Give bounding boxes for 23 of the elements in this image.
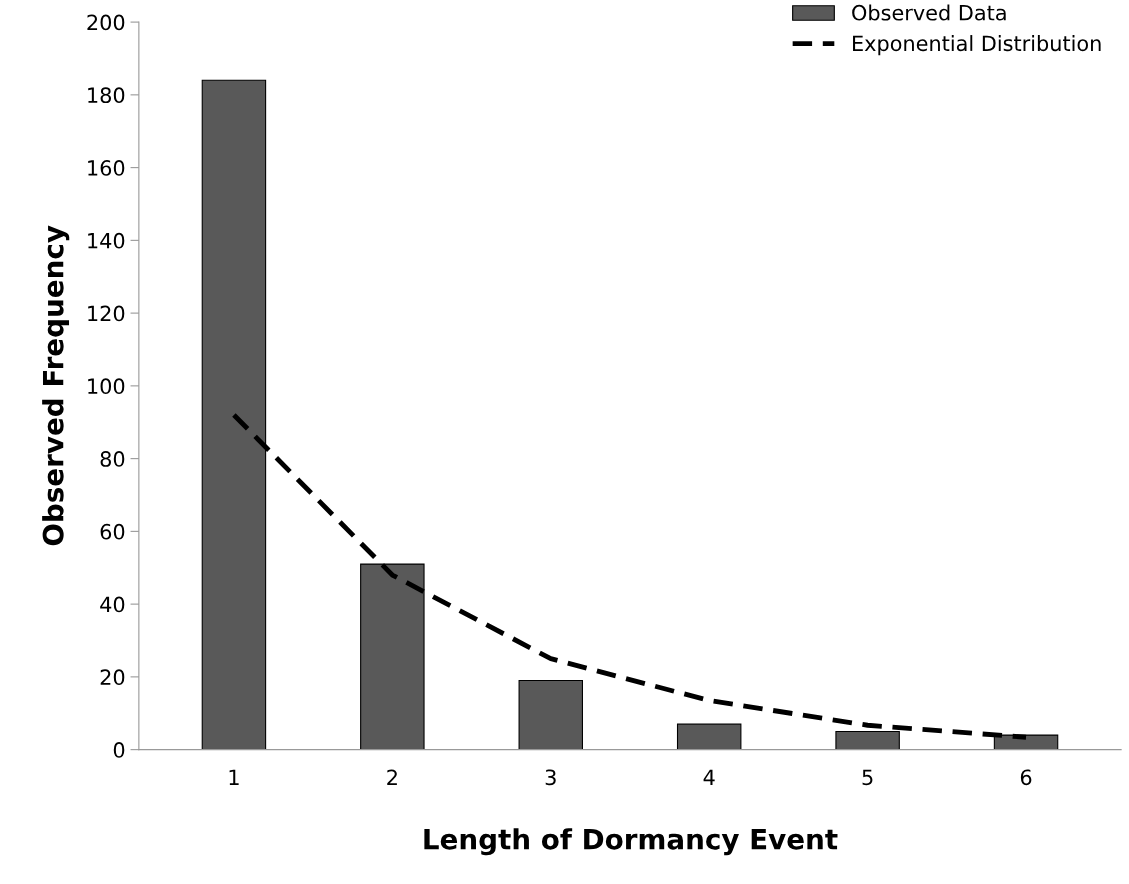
y-tick-label: 40	[100, 596, 125, 613]
y-tick-label: 20	[100, 669, 125, 686]
y-tick-label: 180	[88, 87, 125, 104]
y-tick-label: 140	[88, 232, 125, 249]
y-tick-label: 0	[113, 742, 125, 758]
y-tick-label: 100	[88, 378, 125, 395]
y-tick-label: 80	[100, 451, 125, 467]
y-tick-label: 120	[88, 305, 125, 322]
y-axis-title: Observed Frequency	[42, 225, 70, 546]
legend-label: Observed Data	[852, 4, 1006, 21]
y-tick-label: 60	[100, 523, 125, 540]
x-axis-title: Length of Dormancy Event	[424, 828, 838, 856]
bar	[676, 723, 742, 750]
y-tick-label: 200	[87, 14, 125, 31]
x-tick-label: 1	[229, 769, 239, 785]
x-tick-label: 5	[862, 769, 873, 786]
x-tick-label: 3	[545, 769, 556, 786]
x-tick-label: 2	[387, 769, 397, 785]
legend-label: Exponential Distribution	[853, 35, 1101, 56]
x-tick-label: 6	[1020, 769, 1032, 786]
y-tick-label: 160	[88, 160, 125, 176]
bar	[518, 679, 584, 750]
x-tick-label: 4	[703, 769, 715, 785]
